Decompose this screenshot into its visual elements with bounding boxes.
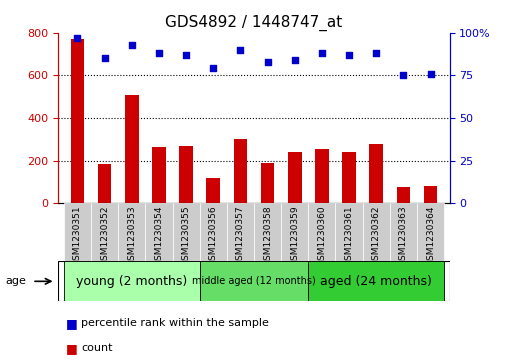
Text: GSM1230363: GSM1230363 xyxy=(399,205,408,266)
Point xyxy=(318,50,326,56)
Text: GSM1230352: GSM1230352 xyxy=(100,205,109,265)
Bar xyxy=(98,164,111,203)
Text: age: age xyxy=(5,276,26,286)
Text: GSM1230361: GSM1230361 xyxy=(344,205,354,266)
Bar xyxy=(64,261,200,301)
Text: percentile rank within the sample: percentile rank within the sample xyxy=(81,318,269,328)
Text: GSM1230356: GSM1230356 xyxy=(209,205,218,266)
Bar xyxy=(91,203,118,261)
Point xyxy=(155,50,163,56)
Point xyxy=(73,35,81,41)
Bar xyxy=(173,203,200,261)
Point xyxy=(236,47,244,53)
Bar xyxy=(363,203,390,261)
Text: aged (24 months): aged (24 months) xyxy=(321,275,432,288)
Title: GDS4892 / 1448747_at: GDS4892 / 1448747_at xyxy=(166,15,342,31)
Text: GSM1230358: GSM1230358 xyxy=(263,205,272,266)
Bar xyxy=(152,147,166,203)
Bar xyxy=(118,203,145,261)
Bar xyxy=(288,152,302,203)
Bar xyxy=(261,163,274,203)
Bar xyxy=(315,149,329,203)
Bar xyxy=(390,203,417,261)
Text: GSM1230353: GSM1230353 xyxy=(128,205,136,266)
Text: young (2 months): young (2 months) xyxy=(76,275,187,288)
Bar xyxy=(308,203,335,261)
Text: middle aged (12 months): middle aged (12 months) xyxy=(192,276,316,286)
Bar xyxy=(200,203,227,261)
Bar xyxy=(424,186,437,203)
Bar xyxy=(335,203,363,261)
Bar xyxy=(417,203,444,261)
Bar xyxy=(234,139,247,203)
Bar xyxy=(308,261,444,301)
Bar xyxy=(397,187,410,203)
Point xyxy=(372,50,380,56)
Bar xyxy=(145,203,173,261)
Point xyxy=(399,72,407,78)
Bar xyxy=(200,261,308,301)
Text: GSM1230355: GSM1230355 xyxy=(181,205,190,266)
Point xyxy=(264,59,272,65)
Text: GSM1230354: GSM1230354 xyxy=(154,205,164,265)
Bar xyxy=(369,144,383,203)
Bar xyxy=(179,146,193,203)
Bar xyxy=(64,203,91,261)
Bar xyxy=(206,178,220,203)
Text: GSM1230364: GSM1230364 xyxy=(426,205,435,265)
Text: GSM1230359: GSM1230359 xyxy=(290,205,299,266)
Point xyxy=(291,57,299,63)
Bar xyxy=(342,152,356,203)
Point xyxy=(182,52,190,58)
Point xyxy=(101,55,109,61)
Bar xyxy=(254,203,281,261)
Point xyxy=(128,42,136,48)
Text: ■: ■ xyxy=(66,317,78,330)
Text: GSM1230351: GSM1230351 xyxy=(73,205,82,266)
Bar xyxy=(281,203,308,261)
Text: count: count xyxy=(81,343,113,354)
Bar xyxy=(71,39,84,203)
Bar xyxy=(125,94,139,203)
Point xyxy=(345,52,353,58)
Bar xyxy=(227,203,254,261)
Point xyxy=(209,66,217,72)
Text: GSM1230357: GSM1230357 xyxy=(236,205,245,266)
Point xyxy=(427,71,435,77)
Text: GSM1230360: GSM1230360 xyxy=(318,205,327,266)
Text: GSM1230362: GSM1230362 xyxy=(372,205,380,265)
Text: ■: ■ xyxy=(66,342,78,355)
